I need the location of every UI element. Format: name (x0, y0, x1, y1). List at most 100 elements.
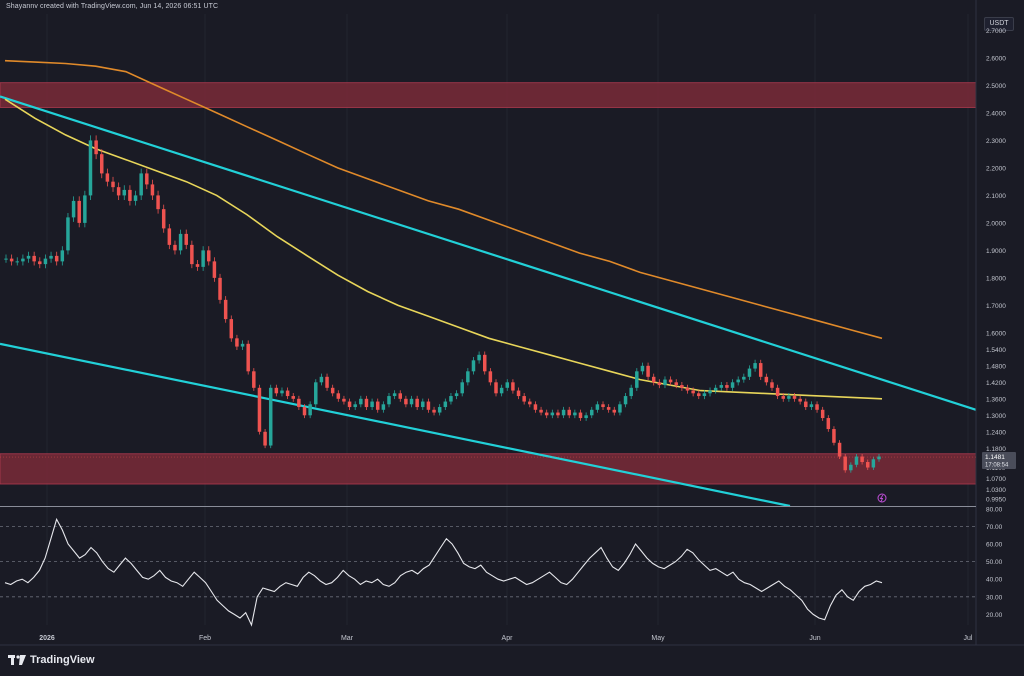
candle-body (601, 404, 605, 408)
candle (207, 246, 211, 266)
candle (404, 395, 408, 408)
candle (409, 395, 414, 408)
candle (421, 398, 425, 410)
candle (257, 384, 262, 435)
candle (595, 401, 600, 413)
candle-body (561, 409, 566, 416)
candle (71, 196, 76, 222)
candle (736, 376, 740, 386)
candle (347, 398, 352, 410)
price-tick-label: 1.4800 (986, 363, 1006, 370)
candle (280, 387, 284, 397)
candle (184, 229, 188, 250)
candle (246, 340, 250, 375)
ma-fast-line (4, 98, 883, 400)
candle-body (877, 456, 881, 460)
candle-body (285, 390, 290, 397)
candle-body (268, 387, 273, 446)
candle (482, 351, 487, 375)
candle (15, 257, 20, 266)
candle-body (387, 396, 391, 405)
candle-body (849, 464, 853, 471)
candle-body (375, 401, 380, 410)
candle-body (742, 376, 746, 380)
candle (539, 406, 543, 416)
tradingview-brand[interactable]: TradingView (8, 654, 95, 666)
lightning-icon (879, 494, 884, 502)
candle-body (26, 255, 31, 259)
candle (173, 240, 177, 255)
candle-body (71, 200, 76, 218)
candle (719, 381, 724, 391)
candle (139, 168, 143, 201)
candle-body (381, 404, 386, 410)
candle (145, 168, 149, 190)
candle (702, 390, 707, 400)
channel-lower-line (0, 342, 791, 508)
candle (156, 190, 160, 214)
candle-body (590, 409, 594, 416)
time-tick-label: Feb (199, 635, 211, 642)
candle (477, 351, 481, 364)
candle (697, 390, 701, 400)
candle (274, 384, 279, 397)
candle (449, 393, 453, 405)
candle (556, 409, 560, 419)
candle-body (280, 390, 284, 394)
event-marker-icon (877, 493, 887, 503)
candle-body (190, 244, 194, 265)
candle-body (235, 338, 239, 347)
candle-body (567, 409, 571, 416)
candle-body (792, 396, 797, 399)
candle-body (66, 217, 70, 251)
price-tick-label: 1.0700 (986, 476, 1006, 483)
time-tick-label: Mar (341, 635, 354, 642)
candle (471, 357, 476, 375)
candle (32, 251, 36, 266)
candle (387, 393, 391, 408)
candle-body (544, 412, 549, 416)
candle (263, 429, 267, 449)
candle-body (691, 390, 695, 394)
candle-body (223, 299, 228, 320)
candle-body (629, 387, 633, 397)
candle-body (319, 376, 324, 383)
candle-body (640, 365, 645, 372)
candle-body (4, 258, 8, 260)
candle-body (832, 429, 836, 443)
candle (590, 406, 594, 419)
candle-body (854, 456, 859, 465)
candle (804, 398, 808, 410)
candle-body (54, 255, 59, 262)
candle-body (437, 407, 442, 413)
price-tick-label: 2.1000 (986, 193, 1006, 200)
candle-body (449, 396, 453, 402)
candle (826, 415, 831, 432)
candle (708, 387, 712, 397)
candle-body (623, 396, 628, 405)
currency-badge[interactable]: USDT (984, 17, 1014, 31)
candle-body (499, 387, 504, 394)
candle (820, 406, 825, 421)
candle-body (680, 385, 684, 388)
candle-body (713, 387, 718, 391)
candle (212, 257, 217, 282)
candle (105, 168, 110, 187)
rsi-tick-label: 50.00 (986, 559, 1003, 566)
candle-body (477, 354, 481, 361)
candle (325, 373, 329, 391)
candle-body (330, 387, 335, 394)
candle-body (207, 250, 211, 262)
time-tick-label: Jul (964, 635, 973, 642)
candle-body (415, 398, 419, 408)
rsi-tick-label: 40.00 (986, 577, 1003, 584)
candle-body (815, 404, 819, 410)
candle (578, 409, 583, 421)
time-tick-label: Apr (502, 635, 514, 642)
candle (651, 373, 656, 386)
tradingview-logo-icon (8, 655, 26, 665)
candle-body (837, 442, 842, 457)
candle-body (105, 173, 110, 182)
candle (561, 406, 566, 419)
